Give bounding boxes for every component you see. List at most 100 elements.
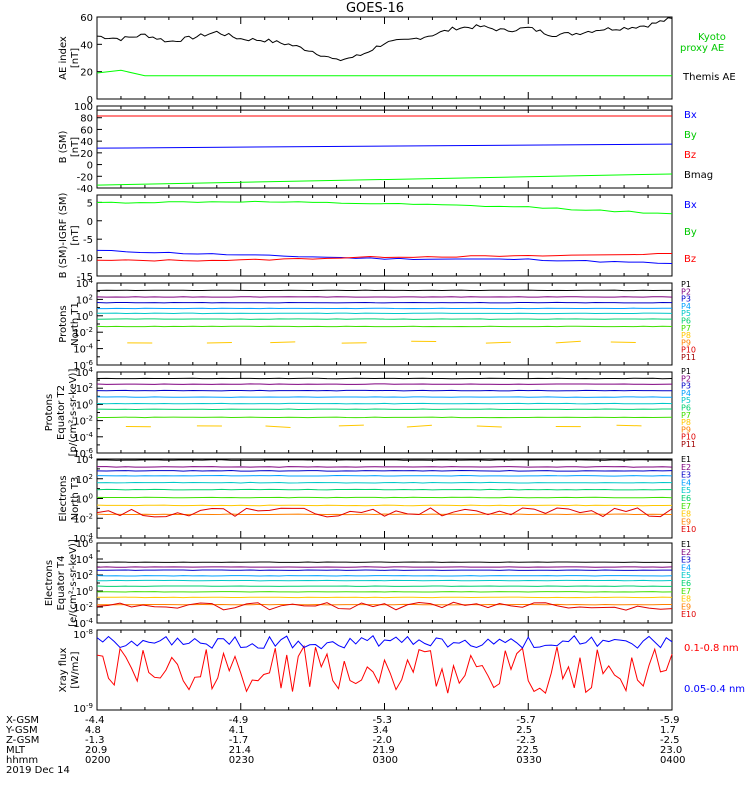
y-axis-label: Electrons [58, 475, 69, 521]
y-tick-label: 60 [80, 125, 93, 136]
footer-value: 4.1 [228, 725, 245, 736]
y-tick-label: 104 [76, 453, 94, 466]
footer-label-mlt: MLT [6, 745, 25, 756]
y-tick-label: 100 [76, 585, 93, 598]
channel-line-e1 [96, 459, 673, 461]
y-axis-label: Protons [44, 394, 55, 431]
y-tick-label: 40 [80, 137, 93, 148]
legend-p2: P2 [681, 374, 691, 383]
legend-e10: E10 [681, 525, 696, 534]
y-tick-label: 10-4 [73, 431, 93, 444]
footer-value: 23.0 [660, 745, 683, 756]
y-axis-label: North T3 [70, 477, 81, 521]
y-tick-label: -20 [77, 172, 93, 183]
legend-by: By [684, 130, 697, 141]
footer-value: 4.8 [85, 725, 101, 736]
footer-value: -5.7 [516, 715, 536, 726]
legend-bx: Bx [684, 110, 697, 121]
legend-e4: E4 [681, 478, 691, 487]
footer-label-z-gsm: Z-GSM [6, 735, 40, 746]
legend-e5: E5 [681, 486, 691, 495]
legend-e1: E1 [681, 540, 691, 549]
legend-p9: P9 [681, 338, 691, 347]
y-axis-label: B (SM)-IGRF (SM) [58, 193, 69, 279]
footer-value: 20.9 [85, 745, 108, 756]
legend-e10: E10 [681, 610, 696, 619]
footer-value: -1.3 [85, 735, 105, 746]
legend-p3: P3 [681, 295, 691, 304]
y-axis-label: [nT] [70, 137, 81, 157]
y-tick-label: 60 [80, 13, 93, 24]
y-tick-label: 102 [76, 473, 93, 486]
footer-value: 21.4 [228, 745, 252, 756]
y-axis-label: [p/(cm²-s-sr-keV)] [68, 369, 79, 457]
channel-line-e5 [96, 481, 673, 484]
legend-p11: P11 [681, 353, 696, 362]
y-tick-label: 100 [74, 102, 93, 113]
channel-line-p8 [338, 424, 364, 427]
footer-label-y-gsm: Y-GSM [6, 725, 38, 736]
y-tick-label: 10-8 [73, 628, 93, 641]
footer-date: 2019 Dec 14 [6, 765, 70, 776]
legend-e3: E3 [681, 471, 691, 480]
legend-e7: E7 [681, 502, 691, 511]
channel-line-p8 [485, 341, 511, 344]
legend-by: By [684, 227, 697, 238]
legend-e2: E2 [681, 463, 691, 472]
legend-e6: E6 [681, 579, 691, 588]
channel-line-e7 [96, 496, 673, 499]
series-line-xray-long [96, 644, 673, 695]
channel-line-p8 [616, 424, 642, 427]
y-tick-label: 10-4 [73, 343, 93, 356]
y-axis-label: Protons [58, 305, 69, 342]
panel-7: 10-4 10-2 100 102 104 106 Electrons Equator T4[… [44, 537, 696, 630]
footer-value: -2.0 [372, 735, 393, 746]
channel-line-e6 [96, 488, 673, 491]
y-axis-label: [e/(cm²-s-sr-keV)] [68, 539, 79, 627]
footer-value: 0200 [85, 755, 111, 766]
panel-6: 10-4 10-2 100 102 104 Electrons North T3 E1E2E3… [58, 453, 696, 545]
series-line-by [96, 173, 673, 186]
legend-p9: P9 [681, 425, 691, 434]
panel-5: 10-6 10-4 10-2 100 102 104 Protons Equator T2 [p… [44, 366, 696, 460]
legend-e1: E1 [681, 455, 691, 464]
legend-p7: P7 [681, 411, 691, 420]
legend-p6: P6 [681, 317, 691, 326]
legend-e7: E7 [681, 587, 691, 596]
y-tick-label: 0 [87, 161, 93, 172]
y-tick-label: 10-2 [73, 601, 93, 614]
legend-p1: P1 [681, 280, 691, 289]
legend-themis: Themis AE [682, 72, 736, 83]
footer-value: 2.5 [516, 725, 533, 736]
channel-line-e3 [96, 470, 673, 472]
y-tick-label: 20 [80, 149, 93, 160]
legend-e5: E5 [681, 571, 691, 580]
channel-line-p8 [206, 341, 232, 344]
legend-bz: Bz [684, 150, 696, 161]
y-axis-label: B (SM) [58, 130, 69, 163]
y-axis-label: Xray flux [58, 648, 69, 693]
y-axis-label: Equator T4 [56, 556, 67, 611]
y-axis-label: [nT] [70, 48, 81, 68]
y-axis-label: [nT] [70, 225, 81, 245]
legend-e4: E4 [681, 563, 691, 572]
footer-label-x-gsm: X-GSM [6, 715, 40, 726]
footer-value: -5.9 [660, 715, 680, 726]
y-axis-label: Equator T2 [56, 385, 67, 440]
legend-e9: E9 [681, 517, 691, 526]
y-tick-label: 40 [80, 40, 93, 51]
channel-line-e8 [96, 504, 673, 507]
panel-4: 10-6 10-4 10-2 100 102 104 Protons North T1 P1P2… [58, 277, 696, 372]
y-tick-label: 10-4 [73, 532, 93, 545]
legend-bx: Bx [684, 200, 697, 211]
footer-value: 3.4 [372, 725, 389, 736]
channel-line-p8 [555, 340, 581, 344]
series-line-kyoto [96, 17, 673, 62]
footer-value: 0230 [228, 755, 255, 766]
panel-frame [96, 16, 673, 100]
y-tick-label: 10-9 [73, 702, 93, 715]
y-tick-label: 104 [76, 277, 94, 290]
panel-1: 0 20 40 60 AE index [nT] Kyoto proxy AE Themis A… [58, 13, 736, 106]
